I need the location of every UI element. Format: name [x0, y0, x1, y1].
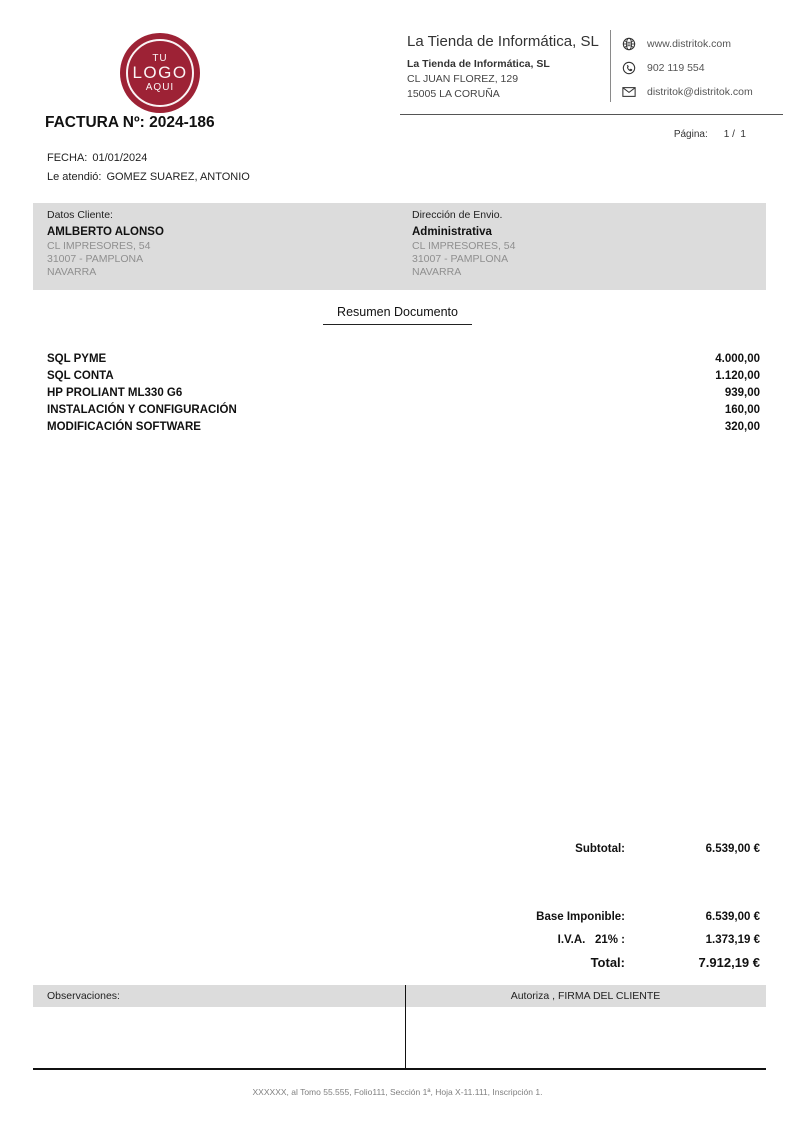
- subtotal-value: 6.539,00 €: [705, 843, 760, 855]
- company-email: distritok@distritok.com: [647, 86, 753, 98]
- legal-footer: XXXXXX, al Tomo 55.555, Folio111, Secció…: [252, 1087, 543, 1097]
- line-item-description: INSTALACIÓN Y CONFIGURACIÓN: [47, 404, 237, 416]
- line-item: INSTALACIÓN Y CONFIGURACIÓN 160,00: [47, 402, 760, 419]
- invoice-date-row: FECHA: 01/01/2024: [47, 152, 147, 164]
- company-logo: TU LOGO AQUI: [120, 33, 200, 113]
- company-address-line: CL JUAN FLOREZ, 129: [407, 73, 519, 85]
- envelope-icon: [622, 85, 636, 99]
- shipping-address-line: CL IMPRESORES, 54: [412, 240, 516, 252]
- base-value: 6.539,00 €: [705, 911, 760, 923]
- bottom-rule: [33, 1068, 766, 1070]
- attended-by-row: Le atendió: GOMEZ SUAREZ, ANTONIO: [47, 171, 250, 183]
- header-vertical-divider: [610, 30, 611, 102]
- authorize-label: Autoriza , FIRMA DEL CLIENTE: [510, 990, 661, 1002]
- logo-text: TU LOGO AQUI: [120, 33, 200, 113]
- page-indicator: Página: 1 / 1: [674, 129, 746, 140]
- company-block: La Tienda de Informática, SL La Tienda d…: [407, 33, 599, 102]
- line-item-description: HP PROLIANT ML330 G6: [47, 387, 183, 399]
- line-item-amount: 939,00: [724, 387, 760, 399]
- line-item-description: SQL CONTA: [47, 370, 114, 382]
- line-item: MODIFICACIÓN SOFTWARE 320,00: [47, 419, 760, 436]
- base-label: Base Imponible:: [536, 911, 625, 923]
- company-name: La Tienda de Informática, SL: [407, 33, 599, 50]
- attended-by-value: GOMEZ SUAREZ, ANTONIO: [106, 171, 250, 183]
- logo-line-bottom: AQUI: [141, 82, 179, 93]
- shipping-block: Dirección de Envio. Administrativa CL IM…: [412, 209, 515, 279]
- line-item-amount: 320,00: [724, 421, 760, 433]
- invoice-date-value: 01/01/2024: [92, 152, 148, 164]
- base-row: Base Imponible: 6.539,00 €: [536, 911, 760, 923]
- client-name: AMLBERTO ALONSO: [47, 226, 164, 238]
- total-label: Total:: [590, 955, 625, 970]
- line-item: HP PROLIANT ML330 G6 939,00: [47, 385, 760, 402]
- client-address-line: 31007 - PAMPLONA: [47, 253, 144, 265]
- shipping-label: Dirección de Envio.: [412, 209, 503, 221]
- contact-row-phone: 902 119 554: [622, 56, 753, 80]
- line-item: SQL PYME 4.000,00: [47, 351, 760, 368]
- line-item-amount: 1.120,00: [715, 370, 760, 382]
- line-item-amount: 160,00: [724, 404, 760, 416]
- header-horizontal-rule: [400, 114, 783, 115]
- line-item: SQL CONTA 1.120,00: [47, 368, 760, 385]
- attended-by-label: Le atendió:: [47, 171, 102, 183]
- subtotal-row: Subtotal: 6.539,00 €: [575, 843, 760, 855]
- line-items: SQL PYME 4.000,00 SQL CONTA 1.120,00 HP …: [47, 351, 760, 436]
- contact-row-web: www.distritok.com: [622, 32, 753, 56]
- observations-band: Observaciones: Autoriza , FIRMA DEL CLIE…: [33, 985, 766, 1007]
- phone-icon: [622, 61, 636, 75]
- client-address-line: CL IMPRESORES, 54: [47, 240, 151, 252]
- company-website: www.distritok.com: [647, 38, 732, 50]
- iva-value: 1.373,19 €: [705, 934, 760, 946]
- summary-heading-text: Resumen Documento: [323, 305, 472, 325]
- total-value: 7.912,19 €: [698, 955, 760, 970]
- signature-divider: [405, 985, 406, 1069]
- page-indicator-value: 1 / 1: [723, 129, 746, 140]
- total-row: Total: 7.912,19 €: [591, 955, 760, 970]
- iva-row: I.V.A. 21% : 1.373,19 €: [558, 934, 760, 946]
- logo-ring: [126, 39, 194, 107]
- line-item-description: SQL PYME: [47, 353, 107, 365]
- client-band: Datos Cliente: AMLBERTO ALONSO CL IMPRES…: [33, 203, 766, 290]
- contact-block: www.distritok.com 902 119 554 distritok@…: [622, 32, 753, 104]
- client-address-line: NAVARRA: [47, 266, 97, 278]
- company-phone: 902 119 554: [647, 62, 705, 74]
- invoice-title: FACTURA Nº: 2024-186: [45, 114, 215, 131]
- line-item-description: MODIFICACIÓN SOFTWARE: [47, 421, 201, 433]
- observations-label: Observaciones:: [47, 990, 120, 1002]
- line-item-amount: 4.000,00: [715, 353, 760, 365]
- company-address-line: La Tienda de Informática, SL: [407, 58, 550, 70]
- shipping-address-line: NAVARRA: [412, 266, 462, 278]
- globe-icon: [622, 37, 636, 51]
- subtotal-label: Subtotal:: [575, 843, 625, 855]
- logo-line-top: TU: [148, 53, 172, 64]
- contact-row-email: distritok@distritok.com: [622, 80, 753, 104]
- shipping-address-line: 31007 - PAMPLONA: [412, 253, 509, 265]
- client-label: Datos Cliente:: [47, 209, 113, 221]
- invoice-date-label: FECHA:: [47, 152, 88, 164]
- shipping-name: Administrativa: [412, 226, 492, 238]
- client-block: Datos Cliente: AMLBERTO ALONSO CL IMPRES…: [47, 209, 164, 279]
- page-indicator-label: Página:: [673, 129, 708, 140]
- logo-line-middle: LOGO: [130, 63, 190, 82]
- summary-heading: Resumen Documento: [0, 303, 795, 325]
- company-address-line: 15005 LA CORUÑA: [407, 88, 500, 100]
- iva-label: I.V.A. 21% :: [557, 934, 625, 946]
